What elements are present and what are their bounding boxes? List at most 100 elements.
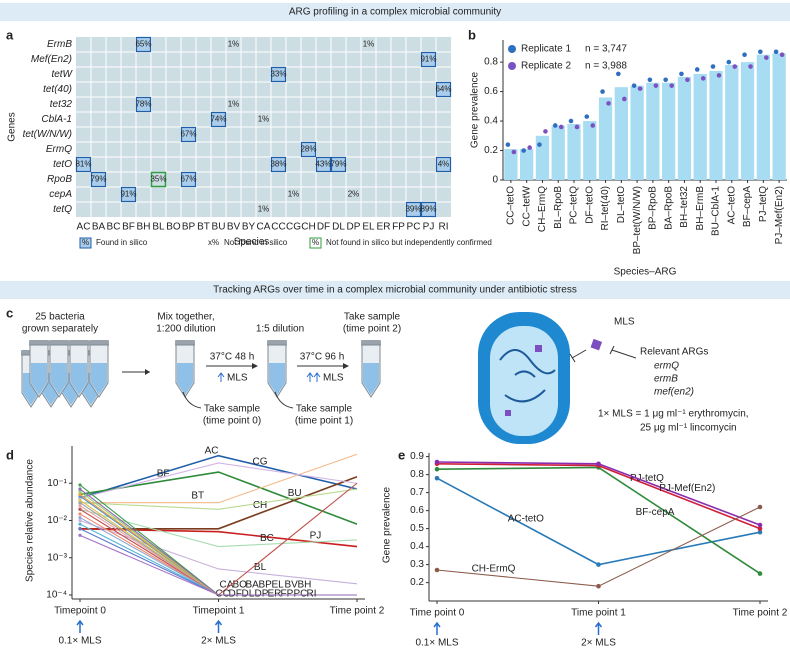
series-point: [78, 498, 82, 502]
replicate-point: [521, 148, 526, 153]
cell: [135, 36, 152, 53]
row-label: Mef(En2): [31, 54, 72, 65]
y-tick-label: 0.2: [410, 577, 424, 588]
diagram-text: Take sample: [344, 312, 401, 323]
x-tick-label: AC–tetO: [726, 186, 737, 225]
replicate-point: [685, 77, 690, 83]
series-label: BF-cepA: [636, 507, 675, 518]
legend-note: n = 3,988: [585, 61, 627, 72]
series-point: [78, 489, 82, 494]
y-tick-label: 0.4: [410, 541, 424, 552]
replicate-point: [726, 59, 732, 65]
diagram-text: 1:5 dilution: [256, 324, 304, 335]
series-point: [78, 522, 82, 526]
series-label: BH: [298, 580, 312, 591]
series-label: BA: [246, 580, 260, 591]
bar: [567, 124, 581, 180]
y-tick-label: 10⁻⁴: [46, 590, 67, 601]
series-line: [79, 471, 358, 525]
bar: [583, 121, 597, 180]
arrow: [274, 391, 294, 409]
column-label: CG: [286, 222, 301, 233]
replicate-point: [590, 123, 596, 128]
replicate-point: [694, 67, 700, 72]
row-label: tetO: [53, 159, 72, 170]
panel-c: 25 bacteria grown separately Mix togethe…: [20, 312, 749, 444]
y-tick-label: 10⁻²: [47, 515, 67, 526]
bar: [551, 125, 565, 180]
column-label: BP: [182, 222, 196, 233]
series-point: [78, 512, 82, 516]
replicate-point: [552, 123, 558, 128]
annotation: 0.1× MLS: [415, 638, 458, 648]
cell: [405, 201, 422, 218]
y-axis-label: Gene prevalence: [470, 71, 481, 148]
diagram-text: MLS: [614, 317, 635, 328]
replicate-point: [669, 83, 674, 88]
cell-label: 79%: [330, 160, 346, 169]
tube: [174, 339, 196, 398]
replicate-point: [616, 71, 621, 77]
molecule: [590, 338, 603, 351]
series-label: CH: [253, 500, 267, 511]
x-tick-label: BF–cepA: [742, 186, 753, 227]
x-tick-label: Timepoint 1: [193, 606, 245, 617]
tube-rack: [20, 339, 110, 408]
row-label: tet(40): [43, 84, 72, 95]
legend-label: Not found in silico but independently co…: [326, 238, 492, 247]
cell: [210, 111, 227, 128]
series-label: RI: [307, 589, 317, 600]
x-tick-label: DF–tetO: [584, 186, 595, 224]
arrowhead: [343, 363, 349, 369]
bar: [740, 62, 755, 180]
legend-label: Replicate 1: [521, 44, 571, 55]
column-label: CH: [301, 222, 315, 233]
replicate-point: [716, 73, 722, 78]
cell: [75, 156, 92, 173]
annotation: 0.1× MLS: [58, 636, 101, 647]
cell-label: 91%: [120, 190, 136, 199]
diagram-text: Take sample: [204, 404, 261, 415]
series-point: [757, 529, 763, 535]
mls-arrow: [217, 372, 225, 382]
replicate-point: [505, 142, 511, 147]
cell-label: 78%: [135, 100, 151, 109]
cell: [435, 81, 452, 98]
cell: [270, 156, 287, 173]
x-tick-label: Time point 1: [571, 608, 626, 619]
series-line: [79, 505, 357, 596]
row-label: cepA: [49, 189, 72, 200]
cell-value: 2%: [348, 190, 360, 199]
series-label: DP: [255, 589, 269, 600]
cell-value: 1%: [258, 205, 270, 214]
legend-label: Replicate 2: [521, 61, 571, 72]
y-tick-label: 0.4: [484, 116, 498, 127]
cell-label: 4%: [438, 160, 450, 169]
diagram-text: 1× MLS = 1 μg ml⁻¹ erythromycin,: [598, 409, 749, 420]
series-label: DF: [229, 589, 242, 600]
series-label: BV: [285, 580, 299, 591]
y-tick-label: 0.9: [410, 451, 424, 462]
tube: [360, 339, 382, 398]
cell-label: 35%: [150, 175, 166, 184]
cell-value: 1%: [258, 115, 270, 124]
y-tick-label: 0.5: [410, 523, 424, 534]
x-tick-label: BA–RpoB: [663, 186, 674, 230]
y-tick-label: 0: [492, 175, 498, 186]
replicate-point: [631, 83, 637, 88]
legend-swatch: [79, 237, 92, 249]
annotation: 2× MLS: [201, 636, 236, 647]
series-label: BP: [259, 580, 273, 591]
legend-marker: [508, 62, 516, 70]
cell-label: 67%: [180, 130, 196, 139]
series-point: [78, 527, 82, 531]
series-label: FP: [281, 589, 294, 600]
cell: [180, 171, 197, 188]
annotation-arrow: [214, 619, 223, 633]
inhibit: [571, 349, 587, 359]
series-point: [78, 483, 82, 487]
banner-title: ARG profiling in a complex microbial com…: [289, 7, 501, 18]
series-point: [434, 567, 440, 573]
diagram-text: (time point 0): [203, 416, 261, 427]
column-label: CA: [257, 222, 271, 233]
